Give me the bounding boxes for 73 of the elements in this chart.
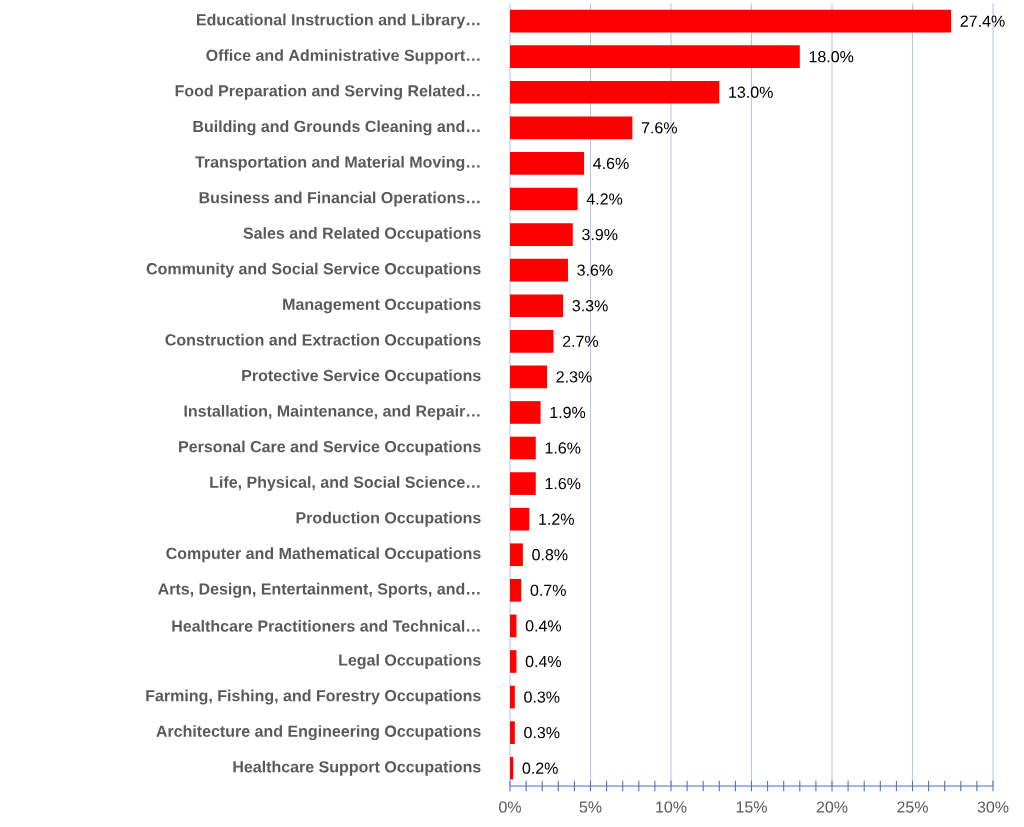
- y-tick-label: Computer and Mathematical Occupations: [166, 547, 481, 563]
- x-tick-label: 20%: [816, 801, 848, 813]
- y-tick-label: Sales and Related Occupations: [243, 227, 481, 243]
- data-label: 3.9%: [582, 228, 618, 241]
- bar: [510, 543, 523, 567]
- data-label: 0.3%: [524, 726, 560, 739]
- data-label: 4.6%: [593, 157, 629, 170]
- data-label: 1.6%: [545, 477, 581, 490]
- y-tick-label: Construction and Extraction Occupations: [165, 333, 481, 349]
- x-tick-label: 30%: [977, 801, 1009, 813]
- y-tick-label: Healthcare Practitioners and Technical…: [172, 620, 480, 632]
- bar: [510, 578, 522, 602]
- data-label: 0.2%: [522, 762, 558, 774]
- bar: [510, 401, 541, 424]
- y-tick-label: Community and Social Service Occupations: [146, 262, 481, 278]
- y-tick-label: Architecture and Engineering Occupations: [156, 725, 481, 741]
- y-tick-label: Management Occupations: [283, 298, 481, 314]
- data-label: 2.7%: [562, 335, 599, 347]
- y-tick-label: Legal Occupations: [339, 654, 481, 669]
- y-tick-label: Educational Instruction and Library…: [196, 13, 480, 29]
- y-tick-label: Personal Care and Service Occupations: [179, 440, 481, 456]
- y-tick-label: Farming, Fishing, and Forestry Occupations: [146, 689, 481, 705]
- data-label: 1.2%: [539, 513, 574, 525]
- x-tick-label: 5%: [579, 801, 602, 813]
- bar: [510, 187, 578, 211]
- x-tick-label: 10%: [656, 801, 687, 813]
- bar: [510, 294, 564, 318]
- data-label: 0.8%: [532, 549, 568, 561]
- bar: [510, 9, 952, 33]
- x-tick-label: 0%: [499, 801, 521, 813]
- x-tick-label: 25%: [897, 801, 928, 813]
- data-label: 1.9%: [550, 406, 586, 419]
- bar: [510, 116, 633, 140]
- data-label: 0.7%: [530, 584, 566, 596]
- bar: [510, 329, 554, 353]
- data-label: 7.6%: [641, 122, 677, 134]
- x-tick-label: 15%: [736, 801, 767, 813]
- y-tick-label: Production Occupations: [296, 511, 481, 527]
- data-label: 4.2%: [586, 193, 623, 205]
- y-tick-label: Food Preparation and Serving Related…: [175, 84, 480, 100]
- y-tick-label: Healthcare Support Occupations: [233, 760, 481, 776]
- bar: [510, 223, 573, 246]
- data-label: 1.6%: [545, 442, 581, 454]
- bar: [510, 507, 530, 531]
- data-label: 0.4%: [525, 620, 562, 632]
- data-label: 0.3%: [524, 691, 560, 703]
- data-label: 0.4%: [525, 655, 562, 668]
- bar: [510, 685, 515, 709]
- data-label: 27.4%: [960, 15, 1005, 27]
- y-tick-label: Installation, Maintenance, and Repair…: [184, 405, 480, 420]
- bar: [510, 258, 568, 282]
- bar: [510, 472, 536, 495]
- y-tick-label: Office and Administrative Support…: [206, 49, 480, 65]
- y-tick-label: Life, Physical, and Social Science…: [210, 476, 480, 492]
- data-label: 13.0%: [729, 86, 773, 98]
- bar: [510, 436, 536, 460]
- y-tick-label: Arts, Design, Entertainment, Sports, and…: [158, 582, 480, 598]
- y-tick-label: Transportation and Material Moving…: [195, 155, 480, 171]
- bar: [510, 152, 585, 175]
- bar: [510, 721, 515, 744]
- y-tick-label: Protective Service Occupations: [242, 369, 481, 385]
- bar: [510, 614, 517, 638]
- data-label: 3.6%: [577, 264, 613, 276]
- bar: [510, 365, 548, 389]
- data-label: 3.3%: [572, 300, 608, 312]
- data-label: 2.3%: [556, 371, 592, 383]
- data-label: 18.0%: [809, 51, 854, 63]
- y-tick-label: Building and Grounds Cleaning and…: [193, 120, 480, 136]
- bar: [510, 45, 800, 69]
- bar: [510, 650, 517, 673]
- y-tick-label: Business and Financial Operations…: [199, 191, 480, 207]
- bar: [510, 756, 514, 780]
- bar: [510, 80, 720, 104]
